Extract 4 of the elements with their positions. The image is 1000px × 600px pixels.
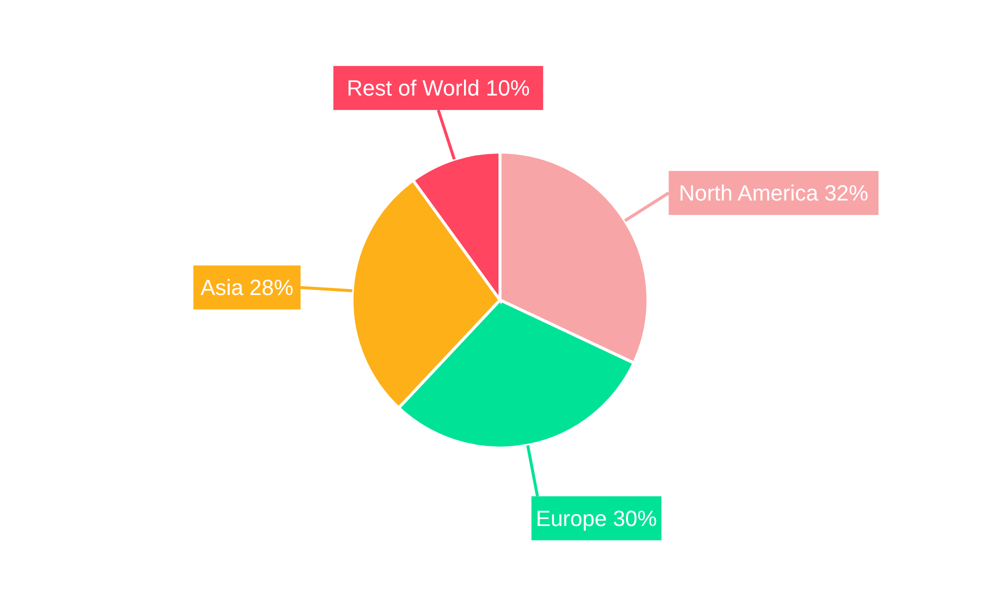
slice-label: North America 32% <box>678 180 868 206</box>
slice-label: Europe 30% <box>536 506 657 531</box>
slice-label: Rest of World 10% <box>346 75 530 100</box>
slice-label: Asia 28% <box>200 274 294 300</box>
